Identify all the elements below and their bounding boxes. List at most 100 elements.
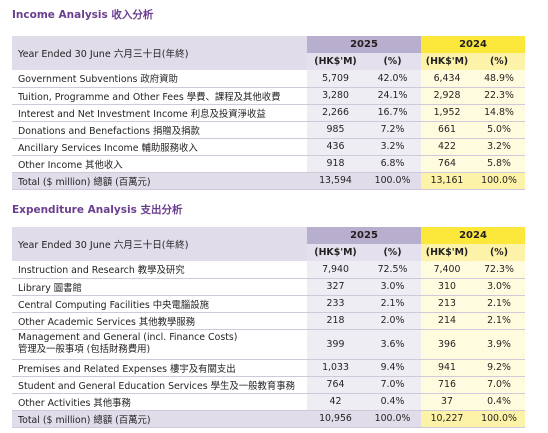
amount-2024: 941 — [421, 359, 473, 377]
amount-2025: 2,266 — [307, 104, 364, 122]
pct-2024: 0.4% — [473, 393, 525, 411]
expenditure-unit-header-row: (HK$'M) (%) (HK$'M) (%) — [12, 244, 525, 261]
amount-2025: 3,280 — [307, 87, 364, 105]
amount-2024: 6,434 — [421, 70, 473, 88]
total-amount-2025: 13,594 — [307, 172, 364, 190]
expenditure-total-row: Total ($ million) 總額 (百萬元) 10,956 100.0%… — [12, 410, 525, 428]
amount-2025: 436 — [307, 138, 364, 156]
amount-2024: 7,400 — [421, 261, 473, 279]
pct-2025: 24.1% — [364, 87, 421, 105]
total-pct-2024: 100.0% — [473, 410, 525, 428]
expenditure-col-pct-2025: (%) — [364, 244, 421, 261]
income-col-amount-2024: (HK$'M) — [421, 53, 473, 70]
amount-2025: 985 — [307, 121, 364, 139]
pct-2024: 5.0% — [473, 121, 525, 139]
pct-2024: 48.9% — [473, 70, 525, 88]
row-label-line-1: Management and General (incl. Finance Co… — [18, 332, 238, 343]
income-col-pct-2024: (%) — [473, 53, 525, 70]
amount-2025: 218 — [307, 312, 364, 330]
income-total-row: Total ($ million) 總額 (百萬元) 13,594 100.0%… — [12, 172, 525, 190]
expenditure-col-amount-2024: (HK$'M) — [421, 244, 473, 261]
income-header-label: Year Ended 30 June 六月三十日(年終) — [12, 36, 307, 70]
amount-2024: 661 — [421, 121, 473, 139]
pct-2025: 3.2% — [364, 138, 421, 156]
amount-2025: 918 — [307, 155, 364, 173]
amount-2025: 7,940 — [307, 261, 364, 279]
pct-2024: 7.0% — [473, 376, 525, 394]
amount-2024: 716 — [421, 376, 473, 394]
pct-2025: 6.8% — [364, 155, 421, 173]
pct-2024: 3.9% — [473, 329, 525, 360]
pct-2025: 7.0% — [364, 376, 421, 394]
table-row: Management and General (incl. Finance Co… — [12, 329, 525, 360]
amount-2024: 1,952 — [421, 104, 473, 122]
row-label: Other Income 其他收入 — [12, 155, 307, 173]
row-label: Instruction and Research 教學及研究 — [12, 261, 307, 279]
income-unit-header-row: (HK$'M) (%) (HK$'M) (%) — [12, 53, 525, 70]
pct-2025: 42.0% — [364, 70, 421, 88]
income-year-2024: 2024 — [421, 36, 525, 53]
table-row: Premises and Related Expenses 樓宇及有關支出 1,… — [12, 359, 525, 377]
row-label: Other Academic Services 其他教學服務 — [12, 312, 307, 330]
amount-2024: 422 — [421, 138, 473, 156]
pct-2025: 72.5% — [364, 261, 421, 279]
total-pct-2024: 100.0% — [473, 172, 525, 190]
pct-2025: 7.2% — [364, 121, 421, 139]
pct-2025: 16.7% — [364, 104, 421, 122]
expenditure-col-pct-2024: (%) — [473, 244, 525, 261]
expenditure-year-2025: 2025 — [307, 227, 421, 244]
row-label: Government Subventions 政府資助 — [12, 70, 307, 88]
row-label: Library 圖書館 — [12, 278, 307, 296]
income-table: Year Ended 30 June 六月三十日(年終) 2025 2024 (… — [12, 36, 525, 190]
pct-2024: 72.3% — [473, 261, 525, 279]
amount-2025: 1,033 — [307, 359, 364, 377]
total-pct-2025: 100.0% — [364, 410, 421, 428]
amount-2025: 42 — [307, 393, 364, 411]
row-label: Interest and Net Investment Income 利息及投資… — [12, 104, 307, 122]
pct-2024: 5.8% — [473, 155, 525, 173]
row-label: Central Computing Facilities 中央電腦設施 — [12, 295, 307, 313]
pct-2025: 3.6% — [364, 329, 421, 360]
amount-2025: 5,709 — [307, 70, 364, 88]
pct-2025: 0.4% — [364, 393, 421, 411]
income-year-2025: 2025 — [307, 36, 421, 53]
expenditure-year-2024: 2024 — [421, 227, 525, 244]
table-row: Instruction and Research 教學及研究 7,940 72.… — [12, 261, 525, 279]
row-label: Premises and Related Expenses 樓宇及有關支出 — [12, 359, 307, 377]
row-label: Donations and Benefactions 捐贈及捐款 — [12, 121, 307, 139]
amount-2024: 396 — [421, 329, 473, 360]
expenditure-header-label: Year Ended 30 June 六月三十日(年終) — [12, 227, 307, 261]
pct-2025: 2.0% — [364, 312, 421, 330]
row-label: Other Activities 其他事務 — [12, 393, 307, 411]
pct-2024: 14.8% — [473, 104, 525, 122]
pct-2024: 2.1% — [473, 295, 525, 313]
amount-2024: 310 — [421, 278, 473, 296]
total-amount-2024: 13,161 — [421, 172, 473, 190]
table-row: Central Computing Facilities 中央電腦設施 233 … — [12, 295, 525, 313]
table-row: Other Academic Services 其他教學服務 218 2.0% … — [12, 312, 525, 330]
amount-2025: 327 — [307, 278, 364, 296]
table-row: Donations and Benefactions 捐贈及捐款 985 7.2… — [12, 121, 525, 139]
income-section-title: Income Analysis 收入分析 — [12, 9, 154, 21]
table-row: Interest and Net Investment Income 利息及投資… — [12, 104, 525, 122]
amount-2024: 764 — [421, 155, 473, 173]
table-row: Library 圖書館 327 3.0% 310 3.0% — [12, 278, 525, 296]
total-amount-2025: 10,956 — [307, 410, 364, 428]
pct-2024: 3.2% — [473, 138, 525, 156]
table-row: Government Subventions 政府資助 5,709 42.0% … — [12, 70, 525, 88]
total-label: Total ($ million) 總額 (百萬元) — [12, 172, 307, 190]
expenditure-year-header-row: Year Ended 30 June 六月三十日(年終) 2025 2024 — [12, 227, 525, 261]
total-amount-2024: 10,227 — [421, 410, 473, 428]
amount-2025: 399 — [307, 329, 364, 360]
row-label: Management and General (incl. Finance Co… — [12, 329, 307, 360]
row-label: Ancillary Services Income 輔助服務收入 — [12, 138, 307, 156]
pct-2025: 9.4% — [364, 359, 421, 377]
table-row: Other Activities 其他事務 42 0.4% 37 0.4% — [12, 393, 525, 411]
total-label: Total ($ million) 總額 (百萬元) — [12, 410, 307, 428]
income-col-pct-2025: (%) — [364, 53, 421, 70]
amount-2024: 213 — [421, 295, 473, 313]
total-pct-2025: 100.0% — [364, 172, 421, 190]
income-year-header-row: Year Ended 30 June 六月三十日(年終) 2025 2024 — [12, 36, 525, 70]
amount-2024: 2,928 — [421, 87, 473, 105]
amount-2025: 233 — [307, 295, 364, 313]
